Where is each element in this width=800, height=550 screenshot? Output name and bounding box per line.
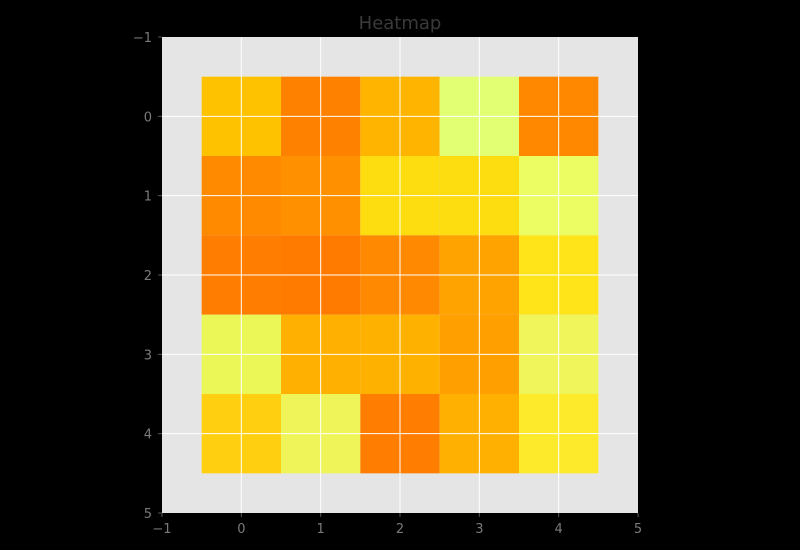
y-tick-label: 1 — [144, 190, 152, 205]
y-tick-label: 2 — [144, 269, 152, 284]
x-tick-label: 5 — [634, 522, 642, 537]
y-tick-label: −1 — [133, 31, 152, 46]
x-tick-label: 4 — [555, 522, 563, 537]
x-tick-label: 3 — [475, 522, 483, 537]
x-tick-label: −1 — [152, 522, 171, 537]
y-tick-label: 5 — [144, 507, 152, 522]
x-tick-label: 2 — [396, 522, 404, 537]
grid-lines — [162, 37, 638, 513]
x-tick-label: 1 — [317, 522, 325, 537]
y-tick-label: 0 — [144, 110, 152, 125]
y-tick-label: 4 — [144, 428, 152, 443]
x-axis: −1 0 1 2 3 4 5 — [152, 513, 642, 537]
x-tick-label: 0 — [237, 522, 245, 537]
chart-title: Heatmap — [359, 13, 442, 34]
y-tick-label: 3 — [144, 348, 152, 363]
y-axis: −1 0 1 2 3 4 5 — [133, 31, 162, 522]
